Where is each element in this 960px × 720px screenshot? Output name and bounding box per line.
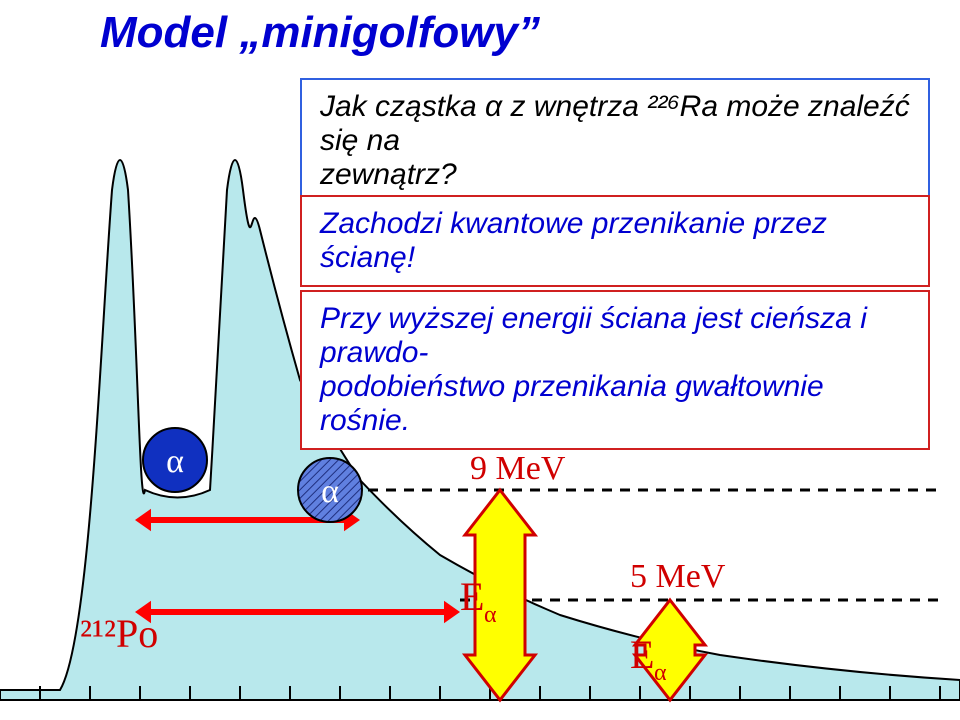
svg-text:α: α [484,602,497,628]
page-title: Model „minigolfowy” [100,8,540,58]
nucleus-label: ²¹²Po [80,610,158,657]
svg-text:α: α [654,660,667,686]
textbox-line: Jak cząstka α z wnętrza ²²⁶Ra może znale… [320,90,910,158]
alpha-label-1: α [321,473,339,510]
textbox-q: Jak cząstka α z wnętrza ²²⁶Ra może znale… [300,78,930,204]
energy-label-0: 9 MeV [470,450,565,488]
textbox-line: Zachodzi kwantowe przenikanie przez ścia… [320,207,910,275]
textbox-line: zewnątrz? [320,158,910,192]
energy-label-1: 5 MeV [630,558,725,596]
textbox-a2: Przy wyższej energii ściana jest cieńsza… [300,290,930,450]
textbox-a1: Zachodzi kwantowe przenikanie przez ścia… [300,195,930,287]
svg-text:E: E [630,632,654,677]
textbox-line: Przy wyższej energii ściana jest cieńsza… [320,302,910,370]
svg-text:E: E [460,574,484,619]
textbox-line: podobieństwo przenikania gwałtownie rośn… [320,370,910,438]
alpha-label-0: α [166,443,184,480]
